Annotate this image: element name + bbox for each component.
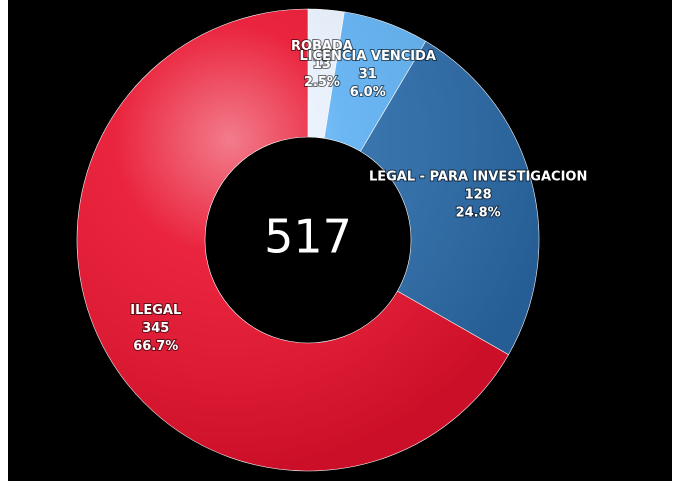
slice-label-name: LICENCIA VENCIDA [300,49,436,64]
slice-shine [76,9,509,471]
slice-label-name: ROBADA [291,39,353,54]
slice-shine [308,9,345,139]
slice-label-value: 128 [465,188,492,203]
labels: ROBADA 13 2.5% LICENCIA VENCIDA 31 6.0% LEGAL … [129,38,588,355]
slice-label-percent: 24.8% [456,206,501,221]
slice-label-percent: 66.7% [133,339,178,354]
slice-label-name: LEGAL - PARA INVESTIGACION [369,170,587,185]
slice-label-percent: 6.0% [350,85,386,100]
slice-label-value: 13 [313,57,331,72]
slice-label-name: ILEGAL [130,303,181,318]
slice-shine [324,11,426,152]
slices [76,8,540,472]
slice-label-percent: 2.5% [304,75,340,90]
center-total: 517 [264,210,352,264]
slice-label-value: 345 [142,321,169,336]
slice-shine [360,41,540,355]
slice-label-value: 31 [359,67,377,82]
